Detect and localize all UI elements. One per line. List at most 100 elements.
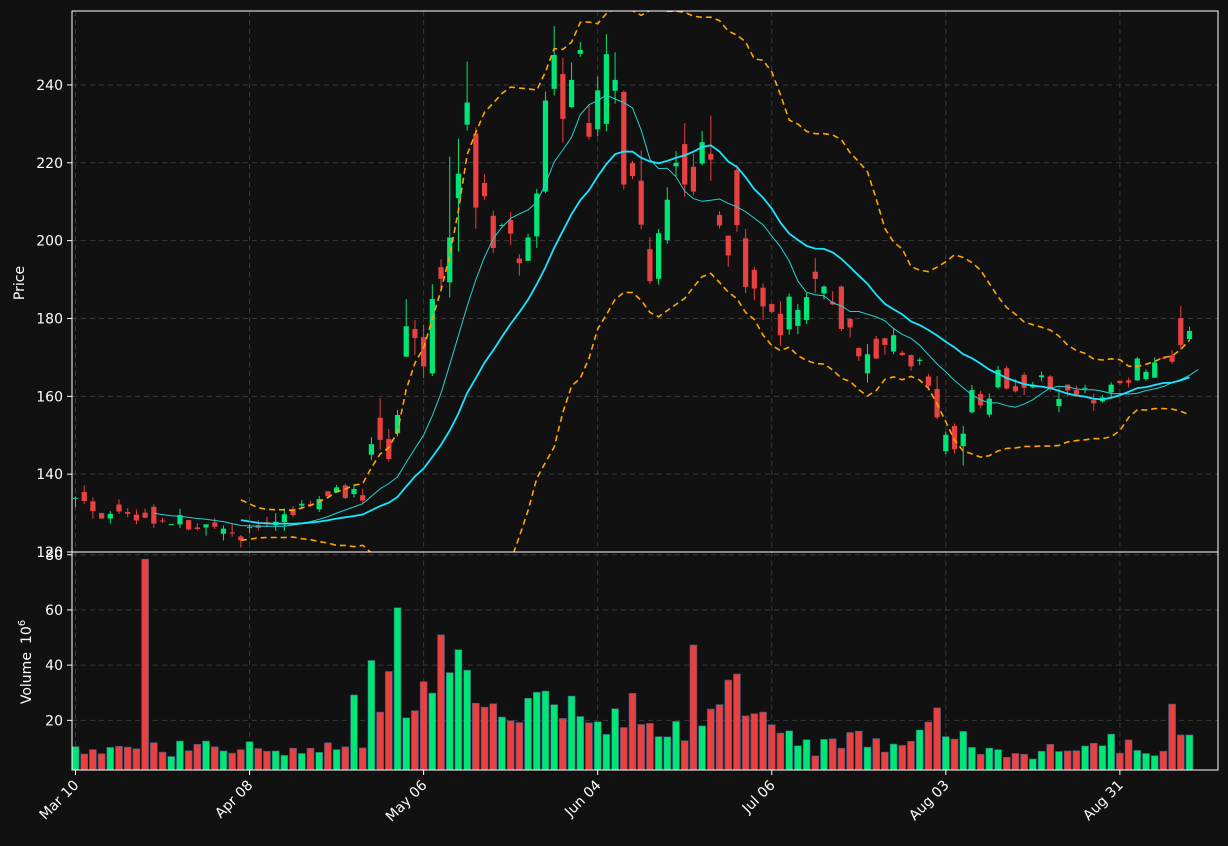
candles <box>72 26 1193 548</box>
candle-body <box>81 492 87 502</box>
volume-bar <box>480 706 489 771</box>
volume-tick-label: 40 <box>45 658 63 674</box>
volume-bar <box>297 753 306 771</box>
candle-body <box>421 337 427 367</box>
candle-body <box>246 527 253 529</box>
candle-body <box>1056 399 1062 407</box>
candle-body <box>699 142 705 164</box>
volume-bar <box>680 740 689 771</box>
candle-body <box>1117 380 1123 384</box>
candle-body <box>777 313 784 336</box>
price-tick-label: 160 <box>36 389 63 405</box>
volume-axis-label-text: Volume <box>19 652 35 704</box>
volume-bar <box>472 702 480 771</box>
candle-body <box>525 237 531 261</box>
volume-bar <box>820 739 828 771</box>
candle-body <box>1073 390 1079 395</box>
candle-body <box>769 304 775 312</box>
candle-body <box>342 485 348 498</box>
volume-bar <box>411 710 419 771</box>
volume-bar <box>1168 703 1176 771</box>
volume-bar <box>1185 734 1194 771</box>
candle-body <box>107 513 113 519</box>
volume-bar <box>1081 745 1089 771</box>
candle-body <box>481 183 488 197</box>
candle-body <box>873 338 879 359</box>
candle-body <box>1038 375 1045 378</box>
volume-bar <box>733 673 741 771</box>
candle-body <box>577 49 583 54</box>
volume-bar <box>202 740 210 771</box>
candle-body <box>673 162 679 167</box>
price-overlays <box>153 11 1199 552</box>
volume-bar <box>689 644 698 771</box>
candle-body <box>708 153 714 160</box>
candle-body <box>864 354 871 374</box>
volume-bars <box>71 558 1194 771</box>
volume-bar <box>150 742 158 771</box>
volume-tick-label: 20 <box>45 713 63 729</box>
volume-bar <box>794 745 802 771</box>
volume-bar <box>402 717 410 771</box>
volume-bar <box>602 734 611 771</box>
candle-body <box>943 434 949 452</box>
candle-body <box>1169 355 1175 362</box>
volume-bar <box>785 730 793 771</box>
candle-body <box>516 258 522 264</box>
volume-tick-label: 60 <box>45 603 63 619</box>
candle-body <box>960 433 966 447</box>
candle-body <box>899 352 905 356</box>
volume-bar <box>437 634 445 771</box>
candle-body <box>969 390 975 413</box>
candle-body <box>1065 384 1071 391</box>
candle-body <box>1186 330 1193 340</box>
volume-bar <box>123 746 132 771</box>
candle-body <box>490 215 496 249</box>
candle-body <box>1160 357 1167 359</box>
grid-lines <box>72 11 1218 770</box>
candle-body <box>690 166 697 192</box>
price-tick-label: 200 <box>36 234 63 250</box>
volume-bar <box>828 738 837 771</box>
volume-bar <box>1046 744 1055 771</box>
volume-bar <box>385 671 393 771</box>
volume-bar <box>1063 750 1072 771</box>
candle-body <box>473 133 479 208</box>
candle-body <box>1091 400 1097 404</box>
volume-axis-label-unit: 10 <box>19 626 35 644</box>
volume-bar <box>567 695 576 771</box>
volume-axis-label: Volume 106 <box>17 620 35 704</box>
candle-body <box>612 79 618 91</box>
volume-bar <box>741 715 750 771</box>
volume-bar <box>193 744 202 771</box>
price-tick-label: 220 <box>36 156 63 172</box>
volume-bar <box>271 750 280 771</box>
candle-body <box>447 237 453 283</box>
candle-body <box>325 491 331 497</box>
volume-bar <box>1011 753 1020 771</box>
candle-body <box>629 163 636 177</box>
volume-bar <box>245 741 254 771</box>
volume-panel-frame <box>71 551 1219 771</box>
volume-bar <box>541 690 550 771</box>
candle-body <box>995 369 1001 388</box>
volume-bar <box>767 724 776 771</box>
volume-bar <box>1159 750 1168 771</box>
volume-bar <box>289 747 297 771</box>
candle-body <box>856 348 862 357</box>
candle-body <box>1108 384 1114 393</box>
price-tick-label: 180 <box>36 311 63 327</box>
candle-body <box>534 193 540 237</box>
volume-bar <box>1177 734 1185 771</box>
volume-bar <box>872 738 880 771</box>
volume-bar <box>724 679 733 771</box>
upper-band-line <box>240 11 1191 512</box>
volume-bar <box>985 747 994 771</box>
overlay-lines <box>153 11 1199 552</box>
candle-body <box>90 501 96 512</box>
volume-bar <box>71 746 80 771</box>
volume-bar <box>210 746 219 771</box>
candle-body <box>333 487 340 493</box>
volume-bar <box>585 722 593 771</box>
candle-body <box>133 514 140 521</box>
